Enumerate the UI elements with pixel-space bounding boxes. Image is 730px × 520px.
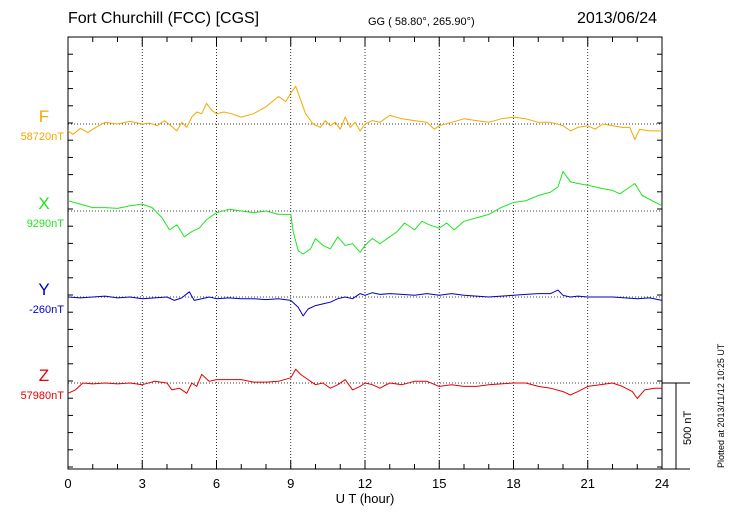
- x-tick-label: 6: [213, 476, 220, 491]
- x-tick-label: 24: [655, 476, 669, 491]
- series-layer: [67, 85, 663, 399]
- series-name-f: F: [39, 107, 49, 126]
- x-tick-label: 12: [358, 476, 372, 491]
- x-axis-label: U T (hour): [336, 491, 395, 506]
- series-line-x: [67, 170, 663, 255]
- x-tick-label: 15: [432, 476, 446, 491]
- series-line-y: [67, 289, 663, 317]
- series-name-x: X: [38, 194, 49, 213]
- station-title: Fort Churchill (FCC) [CGS]: [68, 10, 260, 27]
- chart-date: 2013/06/24: [577, 10, 658, 27]
- series-baseline-x: 9290nT: [27, 218, 65, 230]
- station-coordinates: GG ( 58.80°, 265.90°): [368, 16, 475, 28]
- scale-bar-label: 500 nT: [682, 410, 694, 445]
- x-tick-label: 21: [581, 476, 595, 491]
- plotted-timestamp: Plotted at 2013/11/12 10:25 UT: [716, 343, 726, 468]
- series-name-z: Z: [39, 366, 49, 385]
- label-layer: 0 3 6 9 12 15 18 21 24 U T (hour) F 58720nT X 9290nT Y…: [21, 107, 670, 506]
- series-baseline-f: 58720nT: [21, 131, 65, 143]
- series-baseline-z: 57980nT: [21, 390, 65, 402]
- x-tick-label: 18: [506, 476, 520, 491]
- tick-layer: [67, 36, 663, 469]
- scale-bar: [662, 382, 690, 470]
- series-line-f: [67, 85, 662, 140]
- series-baseline-y: -260nT: [29, 304, 64, 316]
- x-tick-label: 0: [64, 476, 71, 491]
- x-tick-label: 9: [287, 476, 294, 491]
- grid-layer: [68, 37, 662, 469]
- x-tick-label: 3: [139, 476, 146, 491]
- series-name-y: Y: [38, 280, 49, 299]
- series-line-z: [67, 368, 662, 399]
